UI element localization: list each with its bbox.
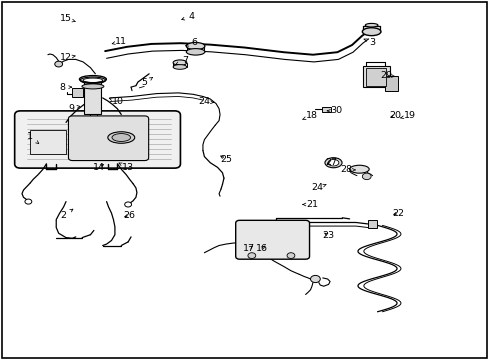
Text: 18: 18 [302,111,317,120]
Text: 6: 6 [185,38,197,47]
Ellipse shape [365,23,377,27]
Text: 23: 23 [322,231,334,240]
Text: 8: 8 [60,83,71,91]
Text: 17: 17 [243,244,255,253]
Text: 28: 28 [340,165,355,174]
Ellipse shape [112,134,130,141]
Text: 11: 11 [112,37,127,46]
Text: 30: 30 [326,107,342,115]
Bar [84,80,101,114]
Text: 7: 7 [176,56,187,65]
Circle shape [25,199,32,204]
Text: 26: 26 [123,211,135,220]
Ellipse shape [108,132,134,143]
Circle shape [362,173,370,180]
Ellipse shape [327,159,338,166]
Ellipse shape [80,77,105,84]
Ellipse shape [349,165,368,173]
Ellipse shape [362,28,380,36]
Bar [72,88,83,97]
Text: 27: 27 [325,158,337,167]
Text: 14: 14 [93,163,104,172]
Text: 22: 22 [392,209,404,217]
Text: 21: 21 [302,200,317,209]
Circle shape [124,202,131,207]
Text: 15: 15 [60,14,75,23]
Bar [362,66,389,87]
Text: 19: 19 [400,111,415,120]
Text: 3: 3 [363,38,375,47]
Text: 25: 25 [220,154,231,163]
Ellipse shape [173,65,186,69]
Bar [367,220,376,228]
Circle shape [310,275,320,283]
Bar [321,107,330,112]
Bar [365,68,386,86]
Text: 24: 24 [310,184,325,192]
Text: 24: 24 [198,97,213,106]
Text: 20: 20 [388,111,400,120]
Text: 4: 4 [182,12,194,21]
Text: 9: 9 [68,104,80,112]
Ellipse shape [324,158,342,168]
Text: 5: 5 [141,77,152,87]
Circle shape [55,61,62,67]
Ellipse shape [82,84,104,89]
Text: 12: 12 [60,53,75,62]
FancyBboxPatch shape [68,116,148,161]
FancyBboxPatch shape [15,111,180,168]
Text: 2: 2 [61,209,73,220]
Circle shape [286,253,294,258]
Ellipse shape [186,42,204,50]
Ellipse shape [173,60,186,66]
Bar [385,76,397,91]
Text: 29: 29 [380,71,394,80]
Text: 1: 1 [27,132,39,144]
Bar [30,130,65,154]
Ellipse shape [186,49,204,55]
Ellipse shape [83,78,102,82]
Text: 16: 16 [255,244,267,253]
Circle shape [247,253,255,258]
Text: 13: 13 [119,163,134,172]
FancyBboxPatch shape [235,220,309,259]
Text: 10: 10 [109,97,124,106]
